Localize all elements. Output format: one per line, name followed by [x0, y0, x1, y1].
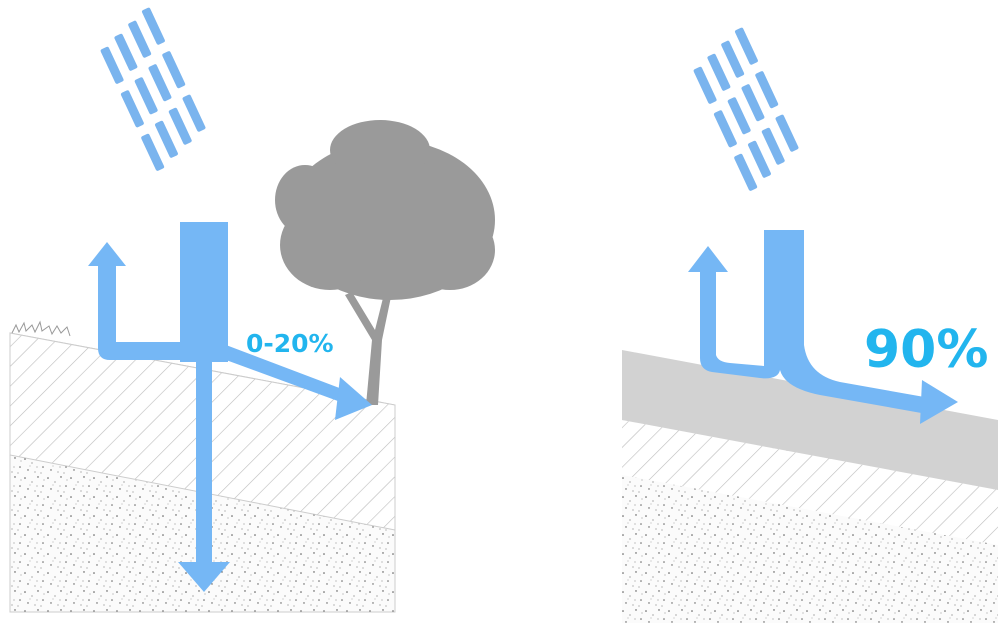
rain	[685, 27, 807, 192]
right-panel: 90%	[622, 27, 998, 623]
tree	[275, 120, 495, 405]
flow-arrows	[88, 222, 372, 592]
label: 0-20%	[246, 329, 334, 358]
left-panel: 0-20%	[9, 7, 495, 613]
pavement	[622, 350, 998, 490]
subsoil	[622, 420, 998, 545]
flow-arrows	[688, 230, 958, 424]
rain	[92, 7, 214, 172]
grass	[11, 320, 71, 337]
label: 90%	[864, 320, 988, 380]
